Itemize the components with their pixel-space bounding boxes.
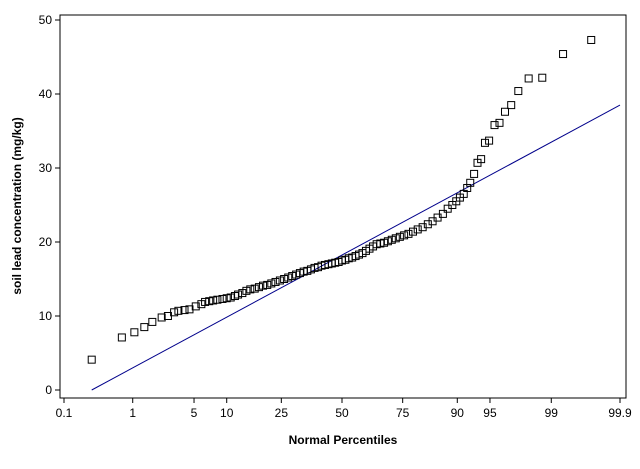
data-point-marker	[148, 317, 157, 326]
data-point-marker	[174, 306, 183, 315]
data-point-marker	[130, 328, 139, 337]
x-tick-label: 10	[220, 406, 234, 420]
data-point-marker	[263, 280, 272, 289]
data-point-marker	[559, 50, 568, 59]
data-point-marker	[117, 333, 126, 342]
data-point-marker	[201, 297, 210, 306]
data-point-marker	[524, 74, 533, 83]
x-tick-label: 25	[275, 406, 289, 420]
x-tick-label: 75	[396, 406, 410, 420]
x-tick-label: 50	[335, 406, 349, 420]
data-point-marker	[218, 294, 227, 303]
x-tick-label: 5	[191, 406, 198, 420]
data-point-marker	[514, 87, 523, 96]
data-point-marker	[238, 289, 247, 298]
data-point-marker	[185, 305, 194, 314]
data-point-marker	[246, 285, 255, 294]
data-point-marker	[400, 231, 409, 240]
data-point-marker	[408, 227, 417, 236]
data-point-marker	[490, 121, 499, 130]
y-tick-label: 0	[45, 383, 52, 397]
data-points	[87, 35, 596, 364]
reference-line	[91, 104, 621, 391]
data-point-marker	[438, 209, 447, 218]
y-tick-label: 30	[39, 161, 53, 175]
x-tick-label: 0.1	[56, 406, 73, 420]
data-point-marker	[170, 308, 179, 317]
data-point-marker	[501, 107, 510, 116]
data-point-marker	[254, 283, 263, 292]
y-axis-title: soil lead concentration (mg/kg)	[10, 117, 24, 294]
data-point-marker	[157, 313, 166, 322]
data-point-marker	[418, 223, 427, 232]
data-point-marker	[495, 118, 504, 127]
x-tick-label: 95	[483, 406, 497, 420]
data-point-marker	[191, 302, 200, 311]
data-point-marker	[250, 284, 259, 293]
data-point-marker	[280, 275, 289, 283]
data-point-marker	[485, 136, 494, 145]
data-point-marker	[477, 155, 486, 164]
y-tick-label: 20	[39, 235, 53, 249]
data-point-marker	[267, 279, 276, 288]
data-point-marker	[209, 296, 218, 305]
x-axis-title: Normal Percentiles	[289, 433, 398, 447]
plot-frame	[59, 14, 627, 399]
data-point-marker	[271, 277, 280, 286]
y-axis-ticks: 0 10 20 30 40 50	[39, 13, 60, 397]
data-point-marker	[507, 101, 516, 110]
data-point-marker	[395, 232, 404, 241]
x-tick-label: 1	[129, 406, 136, 420]
x-tick-label: 99	[545, 406, 559, 420]
data-point-marker	[259, 281, 268, 290]
data-point-marker	[87, 355, 96, 364]
y-tick-label: 50	[39, 13, 53, 27]
data-point-marker	[234, 290, 243, 299]
data-point-marker	[391, 234, 400, 243]
data-point-marker	[538, 73, 547, 82]
data-point-marker	[180, 306, 189, 315]
data-point-marker	[413, 225, 422, 234]
x-tick-label: 99.9	[608, 406, 632, 420]
data-point-marker	[470, 169, 479, 178]
data-point-marker	[587, 35, 596, 44]
y-tick-label: 40	[39, 87, 53, 101]
y-tick-label: 10	[39, 309, 53, 323]
data-point-marker	[480, 138, 489, 147]
data-point-marker	[423, 220, 432, 229]
data-point-marker	[213, 295, 222, 304]
data-point-marker	[140, 323, 149, 332]
x-axis-ticks: 0.1 1 5 10 25 50 75 90 95 99 99.9	[56, 398, 632, 420]
data-point-marker	[275, 276, 284, 285]
data-point-marker	[404, 229, 413, 238]
data-point-marker	[466, 178, 475, 187]
x-tick-label: 90	[451, 406, 465, 420]
